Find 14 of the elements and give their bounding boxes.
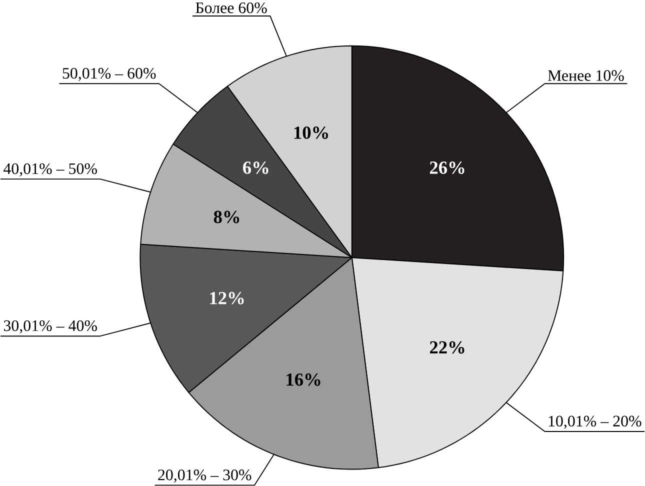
data-label: 12%: [210, 292, 244, 304]
data-label: 16%: [286, 373, 320, 386]
slice-label: 50,01% – 60%: [62, 68, 156, 82]
data-label: 22%: [430, 341, 464, 354]
data-label: 6%: [243, 162, 268, 174]
slice-label: 20,01% – 30%: [158, 470, 252, 483]
slice-label: Более 60%: [196, 2, 267, 14]
slice-label: 30,01% – 40%: [4, 320, 97, 334]
slice-label: Менее 10%: [548, 70, 624, 82]
slice-label: 10,01% – 20%: [548, 416, 642, 429]
data-label: 8%: [214, 210, 240, 224]
data-label: 26%: [430, 162, 464, 174]
data-label: 10%: [294, 126, 328, 140]
slice-label: 40,01% – 50%: [4, 163, 97, 176]
